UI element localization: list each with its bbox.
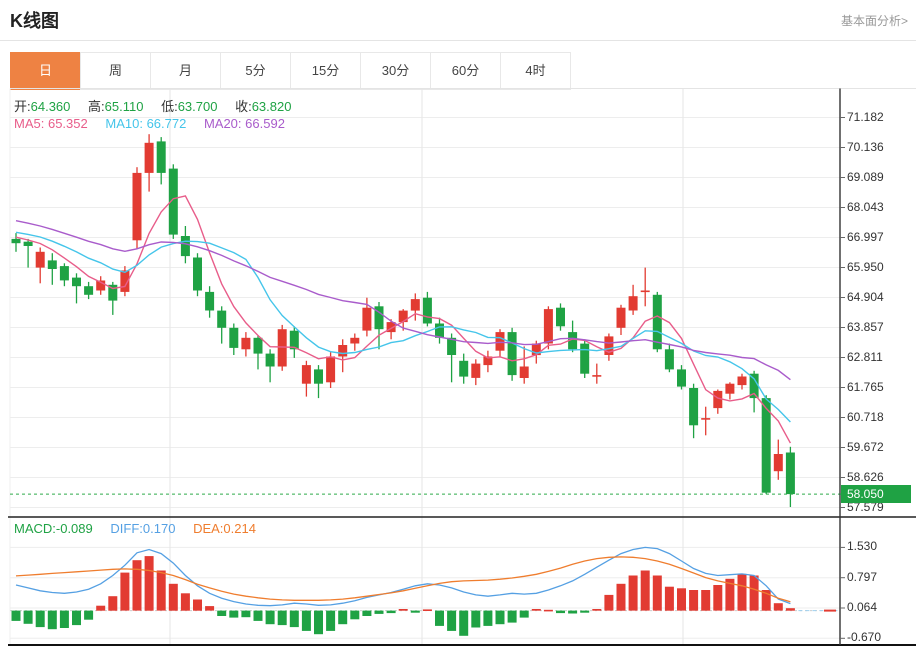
ohlc-readout: 开:64.360 高:65.110 低:63.700 收:63.820 (14, 96, 305, 115)
price-tick-label: 68.043 (847, 200, 884, 214)
timeframe-tabs: 日 周 月 5分 15分 30分 60分 4时 (10, 52, 571, 90)
page-title: K线图 (10, 11, 59, 31)
price-tick-label: 57.579 (847, 500, 884, 514)
price-tick-label: 62.811 (847, 350, 883, 364)
close-value: 63.820 (251, 99, 292, 114)
price-tick-label: 66.997 (847, 230, 884, 244)
tab-60min[interactable]: 60分 (430, 52, 501, 90)
macd-tick-label: 0.064 (847, 600, 878, 614)
price-tick-label: 58.626 (847, 470, 884, 484)
ma5-readout: MA5: 65.352 (14, 116, 88, 131)
price-tick-label: 63.857 (847, 320, 884, 334)
close-label: 收: (235, 99, 252, 114)
ma20-readout: MA20: 66.592 (203, 116, 285, 131)
header-divider (0, 40, 916, 41)
ma-readout: MA5: 65.352 MA10: 66.772 MA20: 66.592 (14, 116, 299, 131)
high-value: 65.110 (104, 99, 144, 114)
ma10-readout: MA10: 66.772 (105, 116, 187, 131)
tab-4hour[interactable]: 4时 (500, 52, 571, 90)
current-price-badge: 58.050 (841, 485, 911, 503)
price-tick-label: 65.950 (847, 260, 884, 274)
tab-month[interactable]: 月 (150, 52, 221, 90)
fundamental-analysis-link[interactable]: 基本面分析> (840, 14, 908, 28)
high-label: 高: (88, 99, 105, 114)
price-tick-label: 61.765 (847, 380, 884, 394)
diff-value-readout: DIFF:0.170 (110, 521, 176, 536)
price-tick-label: 69.089 (847, 170, 884, 184)
tab-week[interactable]: 周 (80, 52, 151, 90)
tab-30min[interactable]: 30分 (360, 52, 431, 90)
tab-day[interactable]: 日 (10, 52, 81, 90)
low-value: 63.700 (177, 99, 218, 114)
low-label: 低: (161, 99, 178, 114)
price-tick-label: 71.182 (847, 110, 884, 124)
price-tick-label: 59.672 (847, 440, 884, 454)
tab-15min[interactable]: 15分 (290, 52, 361, 90)
dea-value-readout: DEA:0.214 (193, 521, 256, 536)
price-tick-label: 60.718 (847, 410, 884, 424)
macd-readout: MACD:-0.089 DIFF:0.170 DEA:0.214 (14, 521, 270, 536)
open-value: 64.360 (30, 99, 71, 114)
macd-value-readout: MACD:-0.089 (14, 521, 93, 536)
tab-5min[interactable]: 5分 (220, 52, 291, 90)
open-label: 开: (14, 99, 31, 114)
macd-tick-label: -0.670 (847, 630, 882, 644)
macd-tick-label: 0.797 (847, 570, 878, 584)
price-tick-label: 64.904 (847, 290, 884, 304)
macd-tick-label: 1.530 (847, 539, 878, 553)
price-tick-label: 70.136 (847, 140, 884, 154)
